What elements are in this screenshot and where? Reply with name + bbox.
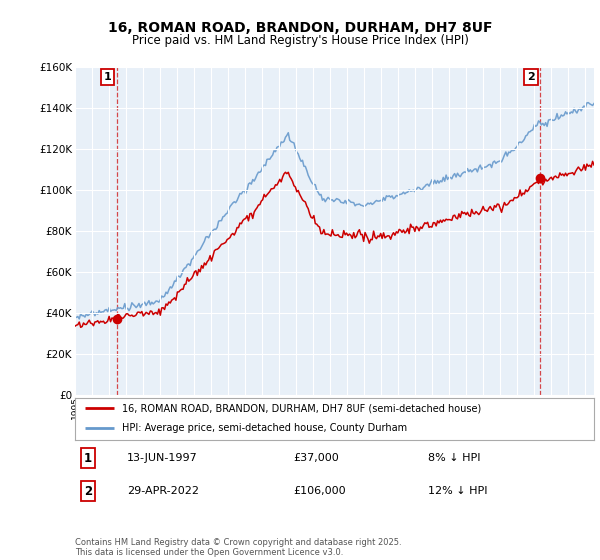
Text: 1: 1 xyxy=(84,451,92,465)
Text: Price paid vs. HM Land Registry's House Price Index (HPI): Price paid vs. HM Land Registry's House … xyxy=(131,34,469,46)
Text: 16, ROMAN ROAD, BRANDON, DURHAM, DH7 8UF (semi-detached house): 16, ROMAN ROAD, BRANDON, DURHAM, DH7 8UF… xyxy=(122,403,481,413)
Text: 29-APR-2022: 29-APR-2022 xyxy=(127,486,199,496)
Text: 12% ↓ HPI: 12% ↓ HPI xyxy=(428,486,487,496)
Text: 2: 2 xyxy=(527,72,535,82)
Text: 13-JUN-1997: 13-JUN-1997 xyxy=(127,453,197,463)
Text: 8% ↓ HPI: 8% ↓ HPI xyxy=(428,453,481,463)
Text: 16, ROMAN ROAD, BRANDON, DURHAM, DH7 8UF: 16, ROMAN ROAD, BRANDON, DURHAM, DH7 8UF xyxy=(108,21,492,35)
Text: Contains HM Land Registry data © Crown copyright and database right 2025.
This d: Contains HM Land Registry data © Crown c… xyxy=(75,538,401,557)
Text: 1: 1 xyxy=(104,72,112,82)
Text: £37,000: £37,000 xyxy=(293,453,339,463)
Text: £106,000: £106,000 xyxy=(293,486,346,496)
Text: 2: 2 xyxy=(84,484,92,498)
Text: HPI: Average price, semi-detached house, County Durham: HPI: Average price, semi-detached house,… xyxy=(122,423,407,433)
